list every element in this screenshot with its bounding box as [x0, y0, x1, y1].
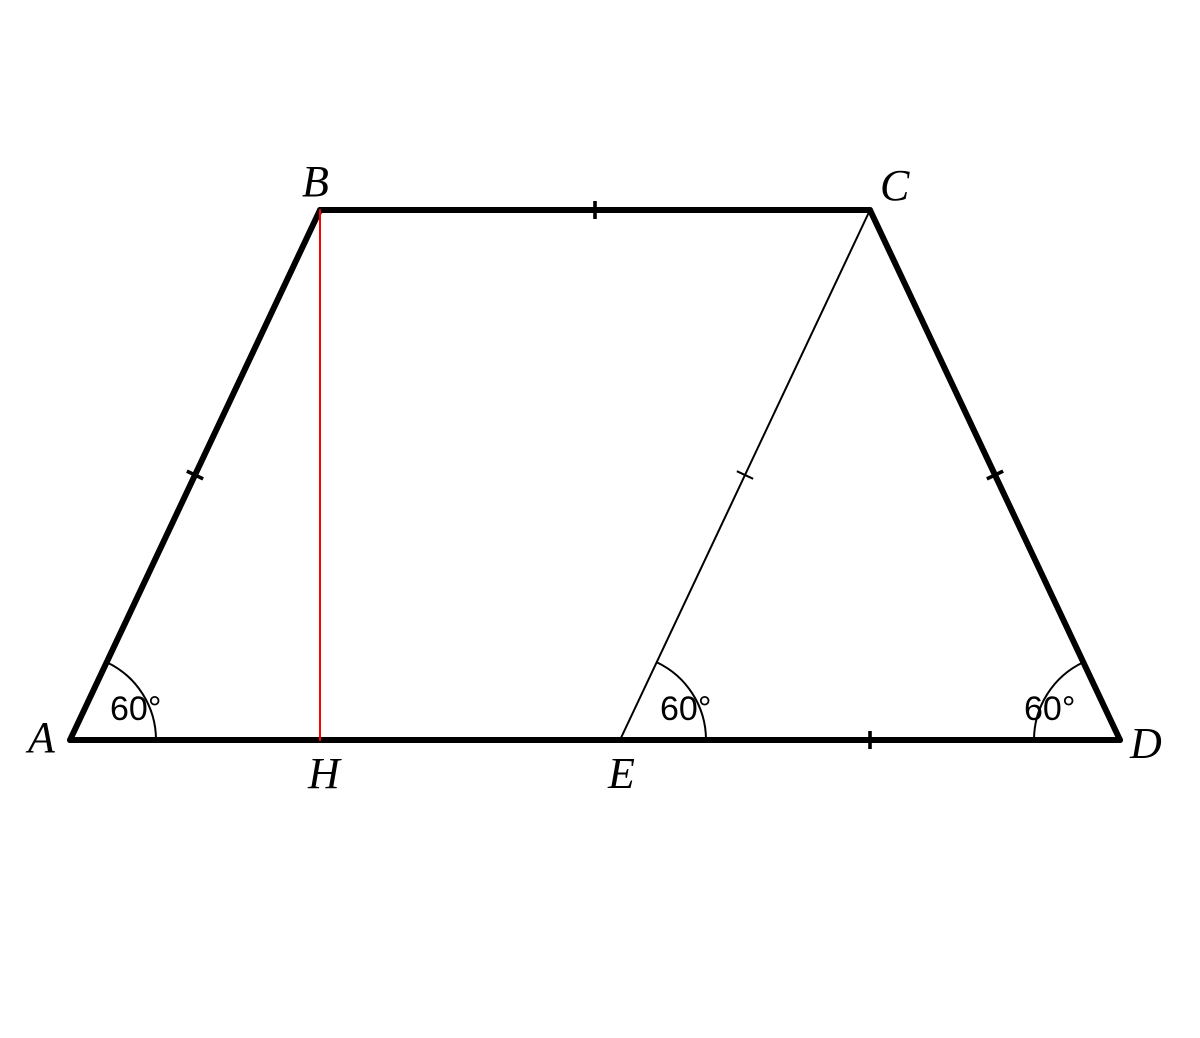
tick-E-C: [737, 471, 753, 479]
point-label-E: E: [607, 749, 635, 798]
point-label-B: B: [302, 157, 329, 206]
point-label-A: A: [25, 713, 56, 762]
point-label-D: D: [1129, 719, 1162, 768]
point-label-H: H: [307, 749, 342, 798]
angle-label-A: 60°: [110, 690, 161, 728]
geometry-diagram: 60° 60° 60° A B C D E H: [0, 0, 1200, 1038]
angle-label-D: 60°: [1024, 690, 1075, 728]
angle-label-E: 60°: [660, 690, 711, 728]
point-label-C: C: [880, 161, 910, 210]
